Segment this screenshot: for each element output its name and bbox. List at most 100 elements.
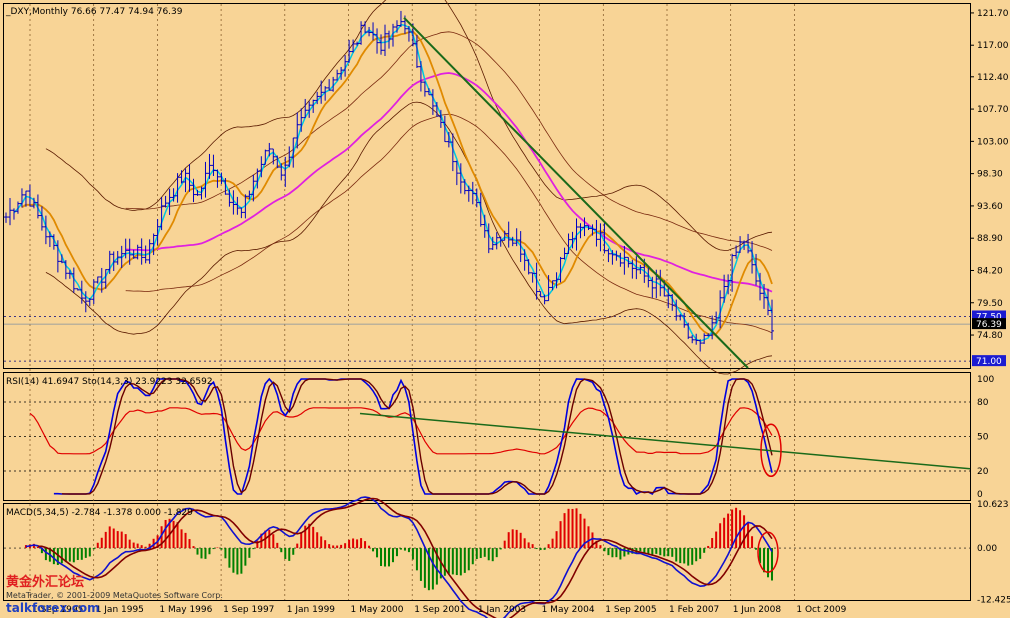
- macd-histogram-bar: [435, 548, 438, 585]
- macd-histogram-bar: [36, 546, 39, 549]
- macd-histogram-bar: [172, 520, 175, 549]
- macd-histogram-bar: [324, 540, 327, 549]
- outer-band-upper: [125, 31, 773, 251]
- macd-histogram-bar: [527, 542, 530, 549]
- macd-histogram-bar: [232, 548, 235, 573]
- macd-layer: [24, 496, 779, 618]
- macd-histogram-bar: [475, 548, 478, 560]
- macd-histogram-bar: [224, 548, 227, 559]
- macd-histogram-bar: [340, 544, 343, 549]
- macd-histogram-bar: [108, 526, 111, 549]
- rsi-highlight-circle: [760, 423, 782, 478]
- macd-histogram-bar: [723, 517, 726, 549]
- macd-histogram-bar: [128, 539, 131, 549]
- macd-histogram-bar: [459, 548, 462, 576]
- macd-histogram-bar: [316, 532, 319, 549]
- macd-histogram-bar: [44, 548, 47, 561]
- macd-histogram-bar: [72, 548, 75, 563]
- macd-histogram-bar: [507, 532, 510, 549]
- macd-histogram-bar: [144, 546, 147, 549]
- macd-histogram-bar: [519, 532, 522, 549]
- macd-histogram-bar: [595, 540, 598, 549]
- macd-histogram-bar: [651, 548, 654, 555]
- rsi-tick-label: 20: [977, 467, 989, 477]
- x-tick-label: 1 Oct 2009: [796, 605, 846, 615]
- macd-histogram-bar: [132, 542, 135, 549]
- downtrend-line: [403, 17, 749, 369]
- macd-histogram-bar: [571, 508, 574, 549]
- macd-histogram-bar: [68, 548, 71, 562]
- watermark-cn: 黄金外汇论坛: [6, 574, 84, 590]
- macd-histogram-bar: [727, 513, 730, 549]
- macd-histogram-bar: [88, 548, 91, 557]
- macd-histogram-bar: [563, 513, 566, 549]
- macd-histogram-bar: [511, 529, 514, 549]
- macd-histogram-bar: [655, 548, 658, 554]
- macd-histogram-bar: [40, 548, 43, 554]
- price-title: _DXY,Monthly 76.66 77.47 74.94 76.39: [5, 7, 183, 17]
- macd-histogram-bar: [120, 531, 123, 549]
- macd-histogram-bar: [256, 540, 259, 549]
- macd-histogram-bar: [52, 548, 55, 565]
- macd-histogram-bar: [84, 548, 87, 558]
- macd-histogram-bar: [579, 513, 582, 549]
- macd-histogram-bar: [767, 548, 770, 578]
- macd-histogram-bar: [384, 548, 387, 567]
- macd-histogram-bar: [216, 547, 219, 549]
- macd-histogram-bar: [451, 548, 454, 575]
- macd-histogram-bar: [611, 548, 614, 558]
- macd-histogram-bar: [471, 548, 474, 565]
- stochastic-signal-line: [61, 378, 773, 495]
- x-tick-label: 1 Sep 1995: [32, 605, 83, 615]
- macd-panel: [3, 503, 971, 601]
- y-tick-label: 79.50: [977, 299, 1003, 309]
- macd-histogram-bar: [204, 548, 207, 559]
- macd-histogram-bar: [487, 548, 490, 561]
- macd-histogram-bar: [308, 523, 311, 549]
- macd-histogram-bar: [372, 548, 375, 552]
- macd-histogram-bar: [675, 548, 678, 562]
- macd-histogram-bar: [771, 548, 773, 581]
- y-tick-label: 98.30: [977, 170, 1003, 180]
- macd-histogram-bar: [248, 548, 251, 558]
- macd-tick-label: 0.00: [977, 544, 997, 554]
- macd-histogram-bar: [92, 548, 95, 550]
- x-tick-label: 1 Jan 1999: [287, 605, 335, 615]
- macd-histogram-bar: [735, 507, 738, 549]
- macd-line: [25, 496, 773, 618]
- x-tick-label: 1 Jan 1995: [96, 605, 144, 615]
- macd-histogram-bar: [647, 548, 650, 554]
- rsi-panel: [3, 372, 971, 501]
- macd-histogram-bar: [280, 548, 283, 553]
- rsi-title: RSI(14) 41.6947 Sto(14,3,3) 23.9223 32.6…: [6, 377, 213, 387]
- macd-histogram-bar: [711, 538, 714, 549]
- macd-histogram-bar: [559, 521, 562, 549]
- macd-histogram-bar: [759, 548, 762, 564]
- y-tick-label: 112.40: [977, 73, 1009, 83]
- macd-histogram-bar: [479, 548, 482, 559]
- x-tick-label: 1 Jan 2003: [478, 605, 526, 615]
- macd-histogram-bar: [467, 548, 470, 571]
- y-tick-label: 121.70: [977, 9, 1009, 19]
- macd-histogram-bar: [208, 548, 211, 555]
- macd-histogram-bar: [64, 548, 67, 563]
- macd-histogram-bar: [212, 548, 215, 550]
- rsi-trendline: [359, 412, 971, 470]
- macd-histogram-bar: [116, 531, 119, 549]
- price-tag: [972, 310, 1006, 322]
- y-tick-label: 93.60: [977, 202, 1003, 212]
- macd-histogram-bar: [236, 548, 239, 575]
- macd-histogram-bar: [543, 548, 546, 550]
- macd-histogram-bar: [515, 529, 518, 549]
- y-tick-label: 103.00: [977, 137, 1009, 147]
- macd-histogram-bar: [152, 538, 155, 549]
- macd-histogram-bar: [76, 548, 79, 560]
- watermark: 黄金外汇论坛 MetaTrader, © 2001-2009 MetaQuote…: [6, 574, 223, 615]
- macd-histogram-bar: [691, 548, 694, 565]
- macd-histogram-bar: [272, 534, 275, 549]
- macd-histogram-bar: [755, 548, 758, 550]
- macd-histogram-bar: [575, 508, 578, 549]
